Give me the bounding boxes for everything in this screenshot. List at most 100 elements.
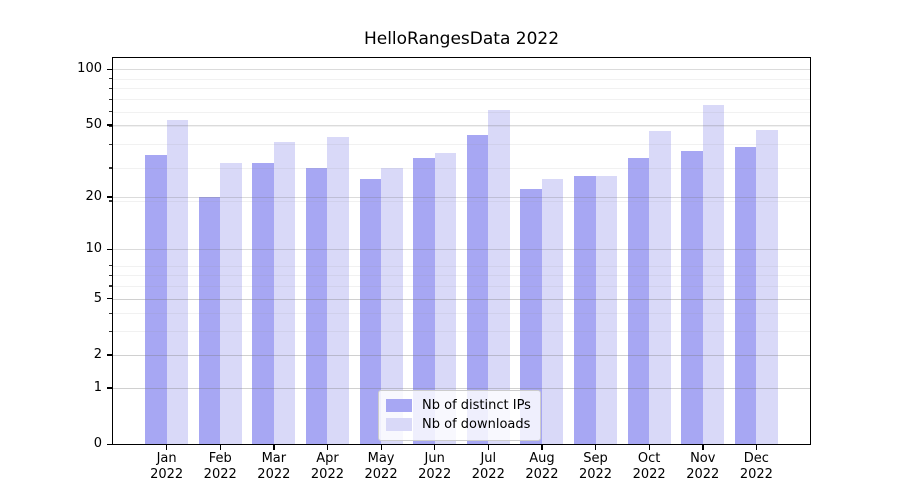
y-minor-tick-mark: [109, 285, 112, 287]
legend-label-downloads: Nb of downloads: [422, 417, 531, 432]
x-tick-mark: [487, 445, 490, 450]
x-tick-label-jul: Jul 2022: [471, 451, 505, 482]
legend-label-distinct-ips: Nb of distinct IPs: [422, 398, 531, 413]
y-minor-tick-mark: [109, 111, 112, 113]
y-tick-label: 50: [85, 116, 102, 132]
x-tick-label-mar: Mar 2022: [257, 451, 291, 482]
bar-distinct-ips-oct: [627, 157, 650, 444]
x-tick-label-feb: Feb 2022: [203, 451, 237, 482]
legend-swatch-downloads: [386, 418, 412, 431]
y-minor-tick-mark: [109, 387, 112, 389]
y-minor-tick-mark: [109, 87, 112, 89]
minor-gridline: [113, 126, 810, 128]
major-gridline: [113, 196, 810, 198]
x-tick-label-aug: Aug 2022: [525, 451, 559, 482]
x-tick-mark: [541, 445, 543, 450]
x-tick-label-nov: Nov 2022: [686, 451, 720, 482]
minor-gridline: [113, 354, 810, 356]
y-tick-mark: [107, 443, 112, 445]
minor-gridline: [113, 200, 810, 202]
y-tick-label: 100: [77, 61, 102, 77]
y-minor-tick-mark: [109, 312, 112, 315]
minor-gridline: [113, 331, 810, 333]
minor-gridline: [113, 78, 810, 80]
y-tick-mark: [107, 196, 112, 198]
minor-gridline: [113, 298, 810, 300]
x-tick-mark: [648, 445, 650, 450]
bar-distinct-ips-aug: [520, 189, 542, 444]
bar-downloads-feb: [220, 162, 242, 444]
bar-downloads-nov: [702, 105, 725, 444]
x-tick-label-may: May 2022: [364, 451, 398, 482]
minor-gridline: [113, 285, 810, 287]
y-minor-tick-mark: [109, 143, 112, 146]
bar-downloads-may: [381, 167, 403, 444]
x-tick-label-jan: Jan 2022: [150, 451, 184, 482]
plot-area: [112, 57, 811, 445]
y-minor-tick-mark: [109, 98, 112, 100]
minor-gridline: [113, 111, 810, 113]
y-minor-tick-mark: [109, 274, 112, 276]
x-tick-mark: [702, 445, 704, 450]
minor-gridline: [113, 265, 810, 267]
y-minor-tick-mark: [109, 298, 112, 300]
legend-item-downloads: Nb of downloads: [386, 415, 531, 434]
y-tick-mark: [107, 68, 112, 71]
minor-gridline: [113, 313, 810, 315]
major-gridline: [113, 249, 810, 251]
x-tick-mark: [755, 445, 758, 450]
y-tick-label: 20: [85, 188, 102, 204]
chart-title: HelloRangesData 2022: [363, 29, 560, 49]
legend-swatch-distinct-ips: [386, 399, 412, 412]
y-tick-label: 5: [93, 290, 102, 306]
y-minor-tick-mark: [109, 125, 112, 128]
x-tick-mark: [166, 445, 168, 450]
x-tick-label-jun: Jun 2022: [418, 451, 452, 482]
major-gridline: [113, 298, 810, 300]
bar-downloads-jun: [434, 153, 457, 444]
x-tick-mark: [326, 445, 329, 450]
y-minor-tick-mark: [109, 167, 112, 169]
y-tick-label: 2: [93, 346, 102, 362]
bar-downloads-oct: [649, 131, 671, 444]
y-minor-tick-mark: [109, 78, 112, 80]
y-tick-label: 0: [93, 436, 102, 451]
major-gridline: [113, 124, 810, 126]
bar-distinct-ips-nov: [681, 150, 703, 444]
y-minor-tick-mark: [109, 354, 112, 356]
bar-downloads-jul: [488, 110, 510, 444]
y-tick-label: 10: [85, 241, 102, 257]
minor-gridline: [113, 99, 810, 100]
bar-downloads-sep: [595, 176, 618, 444]
legend-item-distinct-ips: Nb of distinct IPs: [386, 396, 531, 415]
bar-downloads-dec: [756, 129, 778, 444]
y-minor-tick-mark: [109, 265, 112, 267]
minor-gridline: [113, 144, 810, 146]
y-minor-tick-mark: [109, 330, 112, 333]
x-tick-mark: [595, 445, 597, 450]
bar-distinct-ips-may: [359, 179, 382, 444]
x-tick-label-dec: Dec 2022: [739, 451, 773, 482]
bar-downloads-apr: [327, 136, 349, 444]
bar-distinct-ips-feb: [198, 196, 221, 444]
minor-gridline: [113, 275, 810, 277]
y-tick-mark: [107, 248, 112, 251]
bar-distinct-ips-sep: [574, 176, 596, 444]
x-tick-mark: [273, 445, 275, 450]
x-tick-mark: [380, 445, 382, 450]
legend: Nb of distinct IPs Nb of downloads: [378, 390, 541, 441]
bar-distinct-ips-jun: [413, 157, 435, 444]
bar-distinct-ips-jul: [466, 134, 489, 444]
x-tick-label-apr: Apr 2022: [310, 451, 344, 482]
minor-gridline: [113, 167, 810, 169]
x-tick-label-oct: Oct 2022: [632, 451, 666, 482]
x-tick-mark: [434, 445, 436, 450]
x-tick-mark: [219, 445, 222, 450]
bar-downloads-aug: [541, 179, 564, 444]
bar-distinct-ips-dec: [734, 146, 757, 444]
bar-distinct-ips-apr: [305, 167, 328, 444]
minor-gridline: [113, 88, 810, 90]
bar-downloads-mar: [273, 142, 296, 444]
major-gridline: [113, 354, 810, 356]
